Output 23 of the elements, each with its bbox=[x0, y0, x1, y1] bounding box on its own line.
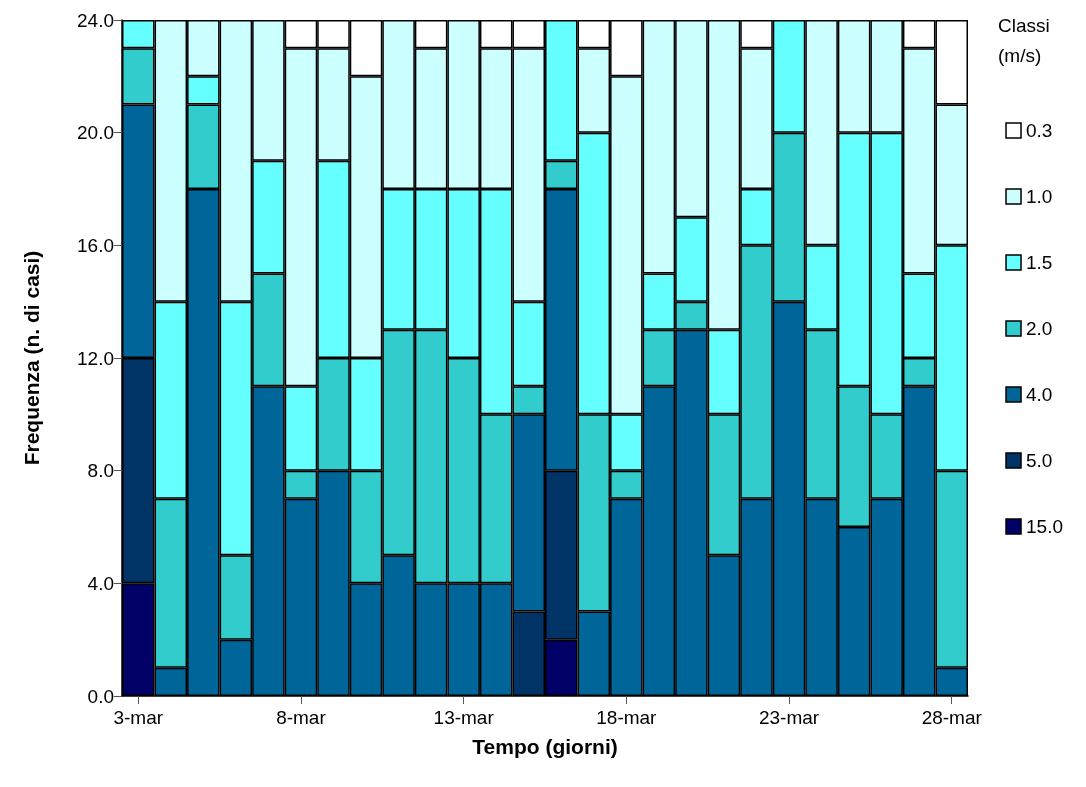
y-axis-title: Frequenza (n. di casi) bbox=[20, 250, 43, 466]
x-tick-label: 23-mar bbox=[758, 707, 820, 728]
legend-label: 1.0 bbox=[1026, 186, 1053, 207]
x-tick-label: 13-mar bbox=[433, 707, 495, 728]
legend-label: 4.0 bbox=[1026, 384, 1053, 405]
y-tick-label: 24.0 bbox=[77, 9, 114, 31]
legend-title: Classi (m/s) bbox=[998, 14, 1056, 66]
y-tick-label: 16.0 bbox=[77, 234, 114, 256]
legend-label: 2.0 bbox=[1026, 318, 1053, 339]
legend-label: 0.3 bbox=[1026, 120, 1053, 141]
y-tick-label: 8.0 bbox=[87, 460, 114, 482]
x-tick-label: 28-mar bbox=[921, 707, 983, 728]
x-tick-label: 18-mar bbox=[596, 707, 658, 728]
x-tick-label: 3-mar bbox=[113, 707, 164, 728]
y-tick-label: 4.0 bbox=[87, 572, 114, 594]
y-tick-label: 0.0 bbox=[87, 685, 114, 707]
legend-label: 1.5 bbox=[1026, 252, 1053, 273]
legend-label: 5.0 bbox=[1026, 450, 1053, 471]
y-tick-label: 20.0 bbox=[77, 122, 114, 144]
x-axis-title: Tempo (giorni) bbox=[472, 735, 618, 758]
x-tick-label: 8-mar bbox=[276, 707, 327, 728]
legend-label: 15.0 bbox=[1026, 516, 1063, 537]
y-tick-label: 12.0 bbox=[77, 347, 114, 369]
